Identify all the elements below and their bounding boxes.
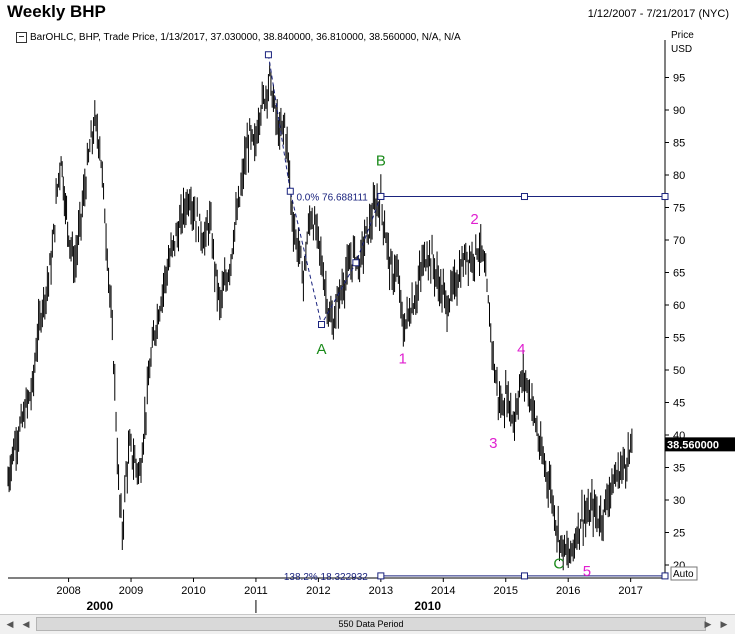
price-tick-label: 85: [673, 138, 685, 150]
fib-handle: [377, 572, 385, 580]
price-tick-label: 60: [673, 300, 685, 312]
wave-label: C: [553, 555, 564, 572]
chart-title: Weekly BHP: [7, 2, 106, 21]
price-tick-label: 30: [673, 495, 685, 507]
wave-label: A: [317, 341, 327, 358]
year-tick-label: 2009: [119, 585, 143, 597]
wave-handle: [352, 259, 360, 267]
auto-label: Auto: [673, 569, 694, 580]
fib-handle: [520, 572, 528, 580]
fib-handle: [661, 193, 669, 201]
price-tick-label: 35: [673, 463, 685, 475]
price-tick-label: 80: [673, 170, 685, 182]
fib-handle: [520, 193, 528, 201]
last-price-label: 38.560000: [667, 439, 719, 451]
year-tick-label: 2015: [494, 585, 518, 597]
price-tick-label: 45: [673, 398, 685, 410]
data-period-label: 550 Data Period: [338, 619, 404, 629]
price-tick-label: 25: [673, 528, 685, 540]
price-tick-label: 95: [673, 73, 685, 85]
price-axis-unit: USD: [671, 44, 692, 55]
fib-label: 0.0% 76.688111: [296, 193, 368, 204]
year-tick-label: 2010: [181, 585, 205, 597]
price-tick-label: 55: [673, 333, 685, 345]
price-tick-label: 75: [673, 203, 685, 215]
auto-scale-button: [670, 566, 698, 581]
wave-label: B: [376, 152, 386, 169]
date-range: 1/12/2007 - 7/21/2017 (NYC): [587, 8, 729, 20]
scroll-left-fast-icon[interactable]: ◀: [22, 619, 30, 629]
price-chart[interactable]: PriceUSD20253035404550556065707580859095…: [0, 0, 735, 614]
year-tick-label: 2014: [431, 585, 455, 597]
scroll-right-icon[interactable]: ▶: [720, 619, 728, 629]
scroll-left-icon[interactable]: ◀: [6, 619, 14, 629]
year-tick-label: 2017: [618, 585, 642, 597]
ohlc-bars: [7, 62, 633, 571]
decade-label: 2010: [414, 599, 441, 613]
price-tick-label: 50: [673, 365, 685, 377]
wave-label: 1: [399, 351, 407, 368]
wave-handle: [377, 192, 385, 200]
scrollbar-thumb[interactable]: 550 Data Period: [36, 617, 706, 631]
wave-handle: [286, 187, 294, 195]
year-tick-label: 2012: [306, 585, 330, 597]
price-tick-label: 65: [673, 268, 685, 280]
wave-handle: [264, 51, 272, 59]
price-tick-label: 90: [673, 105, 685, 117]
last-price-tag: [665, 437, 735, 452]
year-tick-label: 2011: [244, 585, 268, 597]
price-tick-label: 70: [673, 235, 685, 247]
fib-handle: [661, 572, 669, 580]
wave-label: 5: [583, 563, 591, 580]
price-axis-title: Price: [671, 30, 694, 41]
year-tick-label: 2013: [369, 585, 393, 597]
wave-label: 3: [489, 435, 497, 452]
year-tick-label: 2008: [56, 585, 80, 597]
wave-label: 2: [470, 211, 478, 228]
fib-label: 138.2% 18.322932: [284, 572, 368, 583]
year-tick-label: 2016: [556, 585, 580, 597]
legend-text: BarOHLC, BHP, Trade Price, 1/13/2017, 37…: [30, 31, 461, 43]
decade-label: 2000: [86, 599, 113, 613]
series-legend[interactable]: BarOHLC, BHP, Trade Price, 1/13/2017, 37…: [16, 30, 461, 44]
legend-toggle-icon[interactable]: [16, 31, 27, 43]
wave-label: 4: [517, 341, 525, 358]
scroll-right-fast-icon[interactable]: ▶: [704, 619, 712, 629]
time-scrollbar[interactable]: ◀ ◀ 550 Data Period ▶ ▶: [0, 614, 735, 634]
wave-handle: [318, 321, 326, 328]
